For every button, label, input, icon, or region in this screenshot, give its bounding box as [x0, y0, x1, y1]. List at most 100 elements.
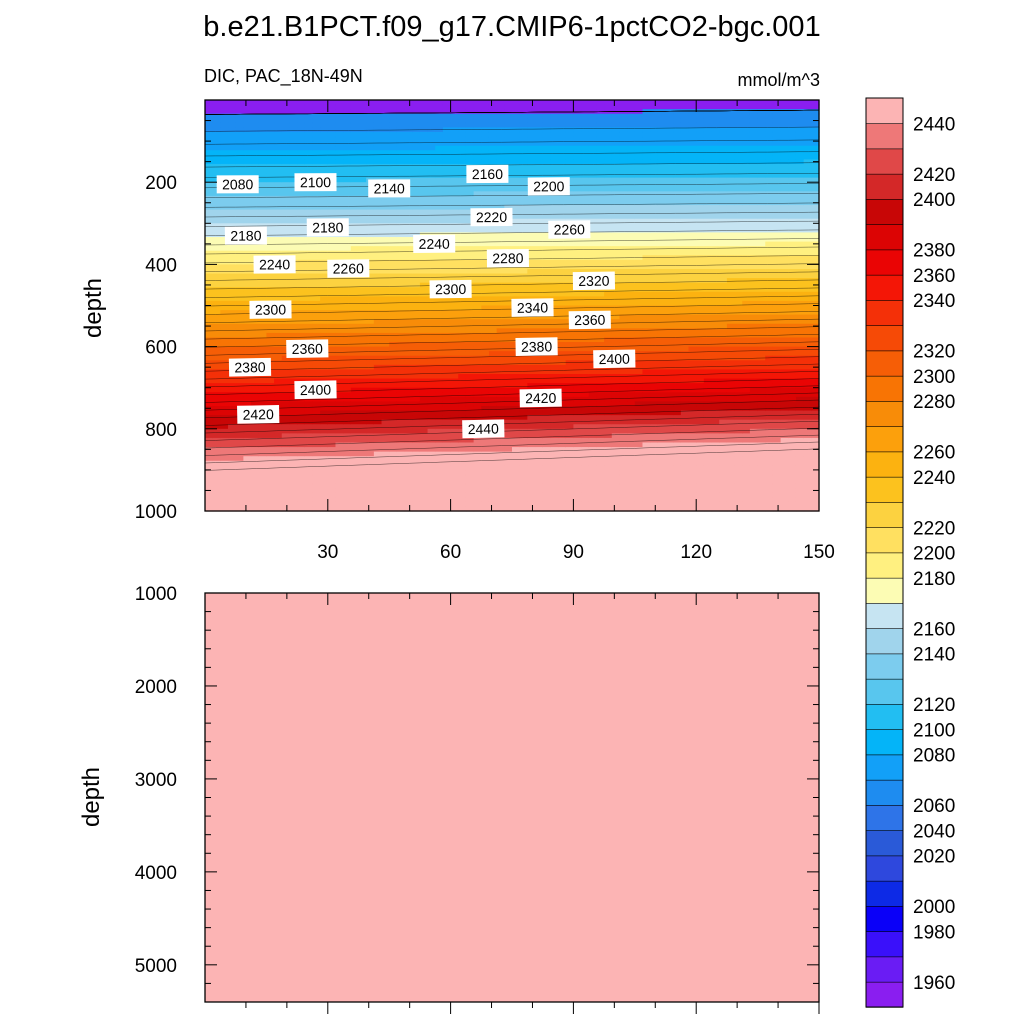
- field-cell: [358, 501, 367, 508]
- field-cell: [320, 369, 329, 375]
- field-cell: [588, 479, 598, 485]
- field-cell: [619, 447, 628, 453]
- field-cell: [573, 154, 582, 160]
- field-cell: [473, 378, 482, 384]
- field-cell: [527, 159, 536, 165]
- field-cell: [381, 264, 390, 270]
- field-cell: [504, 268, 513, 275]
- field-cell: [542, 319, 551, 325]
- field-cell: [343, 100, 352, 106]
- field-cell: [304, 273, 314, 279]
- field-cell: [604, 122, 613, 128]
- field-cell: [596, 483, 605, 489]
- field-cell: [381, 501, 390, 508]
- field-cell: [381, 387, 390, 393]
- field-cell: [542, 241, 551, 247]
- field-cell: [604, 442, 613, 448]
- field-cell: [274, 319, 283, 325]
- field-cell: [373, 442, 383, 448]
- field-cell: [281, 346, 291, 352]
- field-cell: [343, 428, 352, 434]
- field-cell: [404, 497, 413, 503]
- field-cell: [212, 483, 221, 489]
- field-cell: [404, 268, 413, 275]
- field-cell: [435, 451, 444, 457]
- field-cell: [312, 118, 321, 124]
- field-cell: [535, 127, 544, 133]
- field-cell: [404, 369, 413, 375]
- field-cell: [251, 396, 260, 402]
- field-cell: [312, 401, 321, 407]
- field-cell: [243, 159, 252, 165]
- field-cell: [404, 428, 413, 434]
- field-cell: [573, 342, 582, 348]
- field-cell: [427, 433, 436, 439]
- field-cell: [350, 492, 360, 498]
- field-cell: [281, 109, 291, 115]
- field-cell: [235, 264, 244, 270]
- field-cell: [465, 401, 475, 407]
- field-cell: [450, 447, 459, 453]
- field-cell: [611, 378, 621, 384]
- field-cell: [450, 465, 459, 471]
- field-cell: [304, 437, 314, 444]
- field-cell: [281, 186, 291, 192]
- field-cell: [419, 419, 429, 425]
- field-cell: [465, 392, 475, 398]
- field-cell: [450, 328, 459, 334]
- field-cell: [565, 205, 574, 211]
- field-cell: [304, 360, 314, 366]
- field-cell: [519, 205, 528, 211]
- field-cell: [243, 264, 252, 270]
- field-cell: [412, 447, 421, 453]
- field-cell: [358, 383, 367, 389]
- field-cell: [450, 136, 459, 142]
- field-cell: [519, 100, 528, 106]
- field-cell: [304, 255, 314, 261]
- field-cell: [442, 483, 452, 489]
- field-cell: [596, 287, 605, 293]
- field-cell: [419, 346, 429, 352]
- field-cell: [235, 337, 244, 343]
- field-cell: [565, 483, 574, 489]
- field-cell: [258, 401, 267, 407]
- field-cell: [573, 246, 582, 252]
- field-cell: [611, 100, 621, 106]
- field-cell: [512, 118, 521, 124]
- field-cell: [358, 177, 367, 183]
- field-cell: [235, 300, 244, 307]
- field-cell: [465, 109, 475, 115]
- field-cell: [527, 255, 536, 261]
- field-cell: [458, 131, 467, 138]
- field-cell: [412, 323, 421, 329]
- field-cell: [565, 131, 574, 138]
- field-cell: [343, 337, 352, 343]
- field-cell: [366, 159, 375, 165]
- field-cell: [488, 278, 498, 284]
- field-cell: [350, 506, 360, 512]
- field-cell: [320, 465, 329, 471]
- field-cell: [220, 332, 229, 339]
- field-cell: [335, 346, 344, 352]
- field-cell: [519, 415, 528, 421]
- field-cell: [465, 410, 475, 416]
- field-cell: [335, 460, 344, 466]
- field-cell: [535, 360, 544, 366]
- field-cell: [512, 186, 521, 192]
- field-cell: [289, 319, 298, 325]
- field-cell: [504, 378, 513, 384]
- field-cell: [396, 227, 406, 234]
- field-cell: [611, 387, 621, 393]
- field-cell: [535, 173, 544, 179]
- field-cell: [258, 437, 267, 444]
- field-cell: [565, 168, 574, 174]
- field-cell: [504, 451, 513, 457]
- field-cell: [565, 378, 574, 384]
- field-cell: [627, 246, 636, 252]
- field-cell: [220, 323, 229, 329]
- field-cell: [343, 465, 352, 471]
- field-cell: [412, 104, 421, 110]
- field-cell: [235, 218, 244, 224]
- field-cell: [220, 122, 229, 128]
- field-cell: [588, 401, 598, 407]
